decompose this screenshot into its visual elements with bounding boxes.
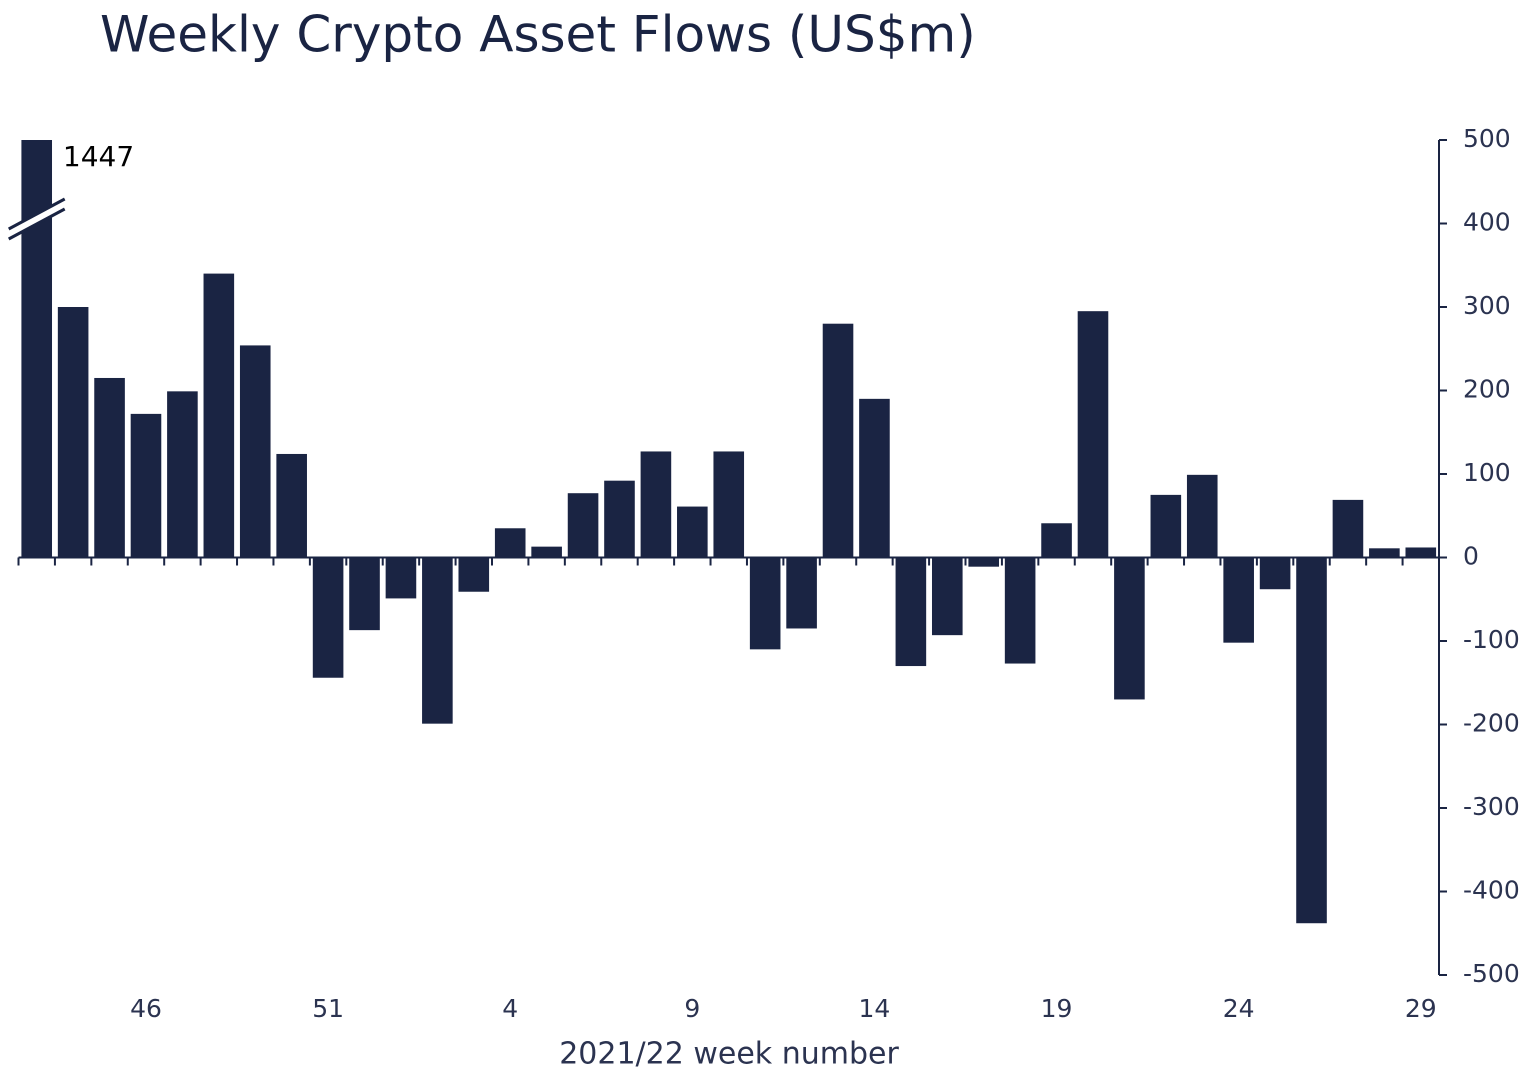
x-tick-label: 51 <box>312 994 344 1023</box>
bar <box>1296 557 1327 924</box>
bar <box>567 493 599 558</box>
chart-title: Weekly Crypto Asset Flows (US$m) <box>100 6 976 64</box>
bar <box>349 557 380 631</box>
y-tick-label: -200 <box>1463 709 1520 738</box>
y-tick-label: 200 <box>1463 375 1511 404</box>
bar <box>203 273 235 558</box>
bar <box>749 557 781 650</box>
bar <box>1405 547 1437 558</box>
bar <box>713 451 745 558</box>
bar <box>1186 474 1218 558</box>
bar <box>786 557 817 629</box>
bar <box>167 391 198 558</box>
bar <box>130 413 162 558</box>
bar <box>385 557 417 599</box>
bar <box>931 557 963 636</box>
bar <box>1332 499 1364 558</box>
y-tick-label: 400 <box>1463 208 1511 237</box>
bar <box>1223 557 1254 643</box>
y-tick-label: 100 <box>1463 458 1511 487</box>
bar <box>1041 523 1072 558</box>
bar <box>531 546 562 558</box>
y-tick-label: 0 <box>1463 542 1479 571</box>
bar <box>94 377 125 558</box>
bar <box>422 557 453 724</box>
bar <box>640 451 672 558</box>
bar <box>1150 494 1182 558</box>
bar <box>57 307 89 558</box>
x-tick-label: 46 <box>130 994 162 1023</box>
y-tick-label: -400 <box>1463 876 1520 905</box>
y-tick-label: 300 <box>1463 291 1511 320</box>
bar <box>968 557 1000 567</box>
bar <box>677 506 708 558</box>
x-tick-label: 14 <box>859 994 891 1023</box>
data-label: 1447 <box>63 140 134 173</box>
bar <box>239 345 271 558</box>
bar <box>822 323 854 558</box>
x-tick-label: 4 <box>502 994 518 1023</box>
bar <box>859 398 890 558</box>
x-tick-label: 19 <box>1041 994 1073 1023</box>
bar <box>1369 548 1400 558</box>
x-tick-label: 9 <box>684 994 700 1023</box>
axis-break-gap <box>6 200 67 238</box>
bar <box>1004 557 1036 664</box>
y-tick-label: -500 <box>1463 959 1520 988</box>
bar <box>895 557 927 667</box>
bar <box>1259 557 1291 590</box>
bar <box>458 557 490 592</box>
y-tick-label: -300 <box>1463 792 1520 821</box>
bar <box>1114 557 1145 700</box>
x-axis-label: 2021/22 week number <box>559 1037 899 1072</box>
y-tick-label: 500 <box>1463 124 1511 153</box>
bar <box>604 480 635 558</box>
bar <box>1077 311 1109 558</box>
x-tick-label: 29 <box>1405 994 1437 1023</box>
axis-break <box>8 197 66 231</box>
bar <box>21 140 53 558</box>
x-tick-label: 24 <box>1223 994 1255 1023</box>
y-tick-label: -100 <box>1463 625 1520 654</box>
bar <box>494 528 526 558</box>
bar <box>312 557 344 678</box>
bar <box>276 453 307 558</box>
axis-break <box>8 207 66 241</box>
